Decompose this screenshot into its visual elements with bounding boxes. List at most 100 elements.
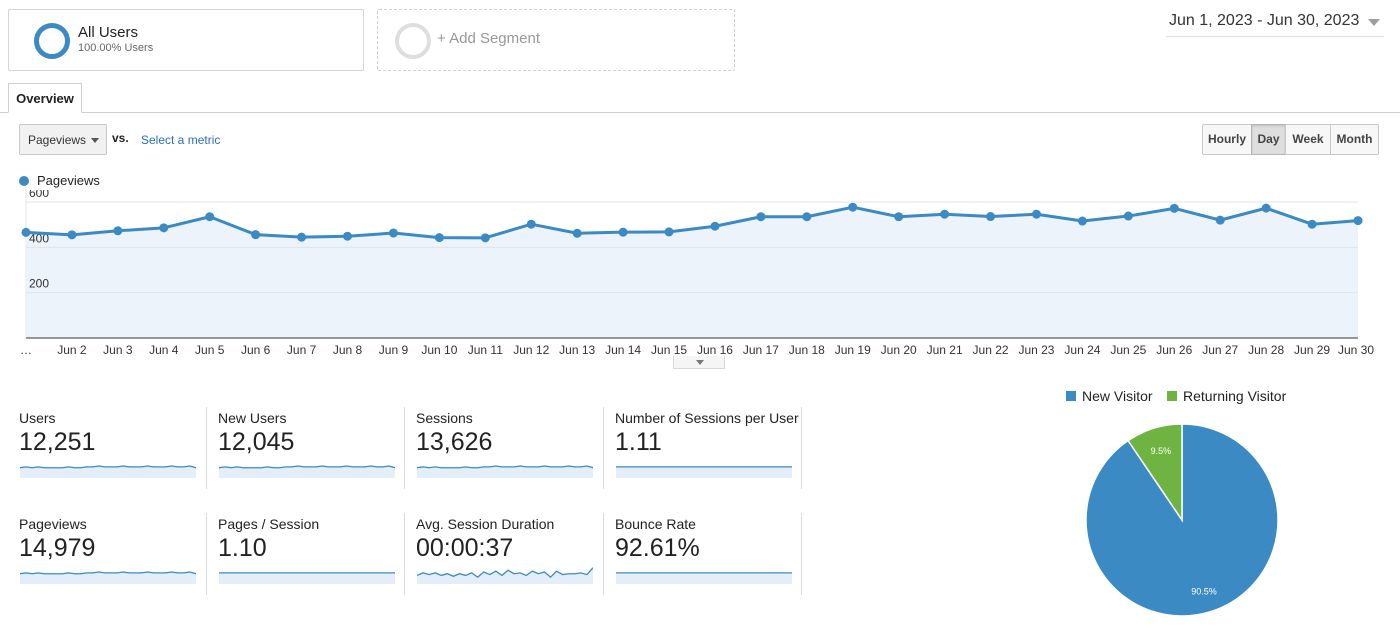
metric-value: 12,251 (19, 428, 96, 456)
y-tick-label: 200 (29, 277, 49, 291)
add-segment-button[interactable]: + Add Segment (377, 9, 735, 71)
sparkline (219, 465, 395, 478)
x-tick-label: Jun 13 (559, 343, 595, 357)
data-point (1353, 216, 1363, 226)
metric-tile: Pageviews 14,979 (19, 516, 199, 604)
x-tick-label: Jun 26 (1156, 343, 1192, 357)
x-tick-label: Jun 5 (195, 343, 225, 357)
x-tick-label: Jun 9 (379, 343, 409, 357)
x-tick-label: Jun 15 (651, 343, 687, 357)
metric-label: Sessions (416, 410, 473, 426)
date-range-picker[interactable]: Jun 1, 2023 - Jun 30, 2023 (1166, 10, 1384, 37)
metric-tile: Sessions 13,626 (416, 410, 596, 498)
x-tick-label: Jun 11 (468, 343, 503, 357)
tile-divider (801, 407, 802, 489)
metric-value: 1.11 (615, 428, 662, 456)
data-point (67, 230, 77, 240)
data-point (1123, 211, 1133, 221)
ring-icon (34, 23, 70, 59)
data-point (526, 219, 536, 229)
metric-dropdown-label: Pageviews (28, 133, 87, 147)
sparkline-line (20, 465, 196, 469)
x-tick-label: Jun 7 (287, 343, 317, 357)
segment-title: All Users (78, 24, 139, 41)
data-point (756, 212, 766, 222)
sparkline (417, 567, 593, 584)
date-range-label: Jun 1, 2023 - Jun 30, 2023 (1169, 12, 1360, 29)
x-tick-label: Jun 14 (605, 343, 641, 357)
x-tick-label: Jun 24 (1064, 343, 1100, 357)
data-point (1215, 215, 1225, 225)
sparkline-area (616, 466, 792, 478)
data-point (388, 228, 398, 238)
x-tick-label: Jun 22 (973, 343, 1009, 357)
x-tick-label: Jun 25 (1110, 343, 1146, 357)
sparkline (417, 465, 593, 478)
x-tick-label: Jun 4 (149, 343, 179, 357)
pie-legend-new-label: New Visitor (1082, 388, 1153, 404)
select-metric-link[interactable]: Select a metric (141, 133, 221, 147)
segment-card-all-users[interactable]: All Users 100.00% Users (8, 9, 364, 71)
metric-value: 12,045 (218, 428, 295, 456)
x-tick-label: Jun 16 (697, 343, 733, 357)
pie-legend-returning: Returning Visitor (1167, 388, 1286, 404)
legend-swatch (1066, 391, 1076, 401)
data-point (664, 227, 674, 237)
segment-subtitle: 100.00% Users (78, 42, 154, 54)
data-point (1077, 216, 1087, 226)
x-tick-label: Jun 27 (1202, 343, 1238, 357)
granularity-week-button[interactable]: Week (1285, 124, 1331, 155)
sparkline-area (20, 572, 196, 584)
data-point (251, 230, 261, 240)
sparkline (20, 465, 196, 478)
sparkline (616, 572, 792, 584)
data-point (618, 227, 628, 237)
metric-value: 13,626 (416, 428, 493, 456)
x-tick-label: Jun 8 (333, 343, 363, 357)
data-point (710, 221, 720, 231)
metric-label: Number of Sessions per User (615, 410, 799, 426)
visitor-type-pie-chart: 90.5% 9.5% (1085, 423, 1279, 617)
metric-label: Pageviews (19, 516, 87, 532)
tile-divider (404, 513, 405, 595)
series-line (25, 205, 1359, 240)
metric-tile: New Users 12,045 (218, 410, 398, 498)
x-tick-label: Jun 6 (241, 343, 271, 357)
metric-label: New Users (218, 410, 287, 426)
x-tick-label: Jun 20 (881, 343, 917, 357)
x-tick-label: Jun 12 (513, 343, 549, 357)
pageviews-legend-dot (19, 176, 29, 186)
series-area (26, 207, 1358, 338)
sparkline-area (417, 567, 593, 584)
pie-slice (1126, 423, 1183, 523)
chart-collapse-handle[interactable] (673, 356, 725, 369)
data-point (1169, 203, 1179, 213)
tab-overview[interactable]: Overview (8, 83, 82, 113)
data-point (480, 233, 490, 243)
tile-divider (404, 407, 405, 489)
sparkline (20, 571, 196, 584)
granularity-hourly-button[interactable]: Hourly (1202, 124, 1252, 155)
metric-value: 1.10 (218, 534, 267, 562)
tile-divider (603, 513, 604, 595)
metric-dropdown[interactable]: Pageviews (19, 124, 107, 155)
y-tick-label: 600 (29, 190, 49, 200)
pie-legend-new: New Visitor (1066, 388, 1153, 404)
tab-divider (0, 112, 1400, 113)
metric-tile: Avg. Session Duration 00:00:37 (416, 516, 596, 604)
x-tick-label: … (20, 343, 32, 357)
pie-slice-label: 9.5% (1151, 446, 1172, 456)
data-point (1307, 219, 1317, 229)
chart-legend-label: Pageviews (37, 173, 100, 188)
pie-legend-returning-label: Returning Visitor (1183, 388, 1287, 404)
sparkline-area (417, 466, 593, 478)
tile-divider (603, 407, 604, 489)
data-point (297, 232, 307, 242)
granularity-day-button[interactable]: Day (1251, 124, 1286, 155)
x-tick-label: Jun 2 (57, 343, 87, 357)
data-point (159, 223, 169, 233)
granularity-month-button[interactable]: Month (1330, 124, 1379, 155)
x-tick-label: Jun 28 (1248, 343, 1284, 357)
data-point (894, 212, 904, 222)
